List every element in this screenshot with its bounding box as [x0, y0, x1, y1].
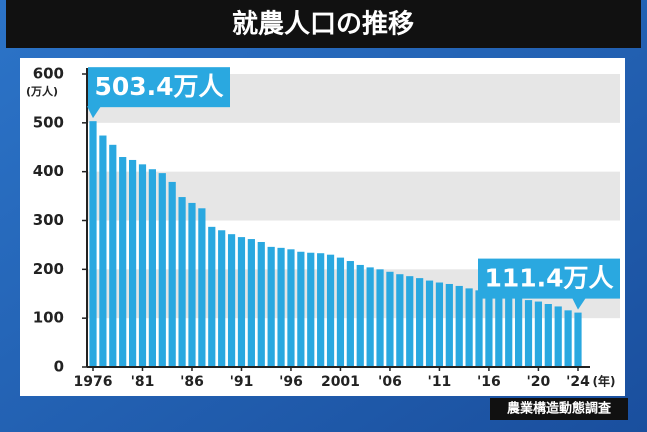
grid-band	[87, 171, 620, 221]
bar	[267, 246, 275, 367]
x-tick-label: '91	[230, 374, 254, 390]
bar	[356, 264, 364, 367]
bar	[386, 271, 394, 367]
bar	[237, 237, 246, 367]
bar	[554, 306, 562, 367]
bar	[227, 234, 236, 367]
bar	[287, 249, 295, 367]
source-box	[490, 398, 628, 420]
y-tick-label: 200	[33, 260, 64, 278]
bar	[524, 300, 533, 367]
bar	[138, 164, 147, 367]
y-tick-label: 100	[33, 309, 64, 327]
bar	[109, 144, 117, 367]
bar	[366, 267, 374, 367]
bar	[396, 274, 404, 367]
callout-box	[478, 258, 620, 299]
bar	[564, 310, 572, 367]
bar	[297, 251, 305, 367]
bar	[336, 257, 345, 367]
bar	[435, 282, 444, 367]
y-tick-label: 300	[33, 211, 64, 229]
bar	[257, 241, 265, 367]
bar	[208, 226, 216, 367]
bar	[218, 230, 226, 367]
bar	[346, 261, 354, 367]
callout-pointer	[572, 297, 586, 310]
y-tick-label: 600	[33, 65, 64, 83]
x-tick-label: '81	[131, 374, 155, 390]
bar	[406, 276, 414, 367]
callout-box	[88, 67, 230, 108]
bar	[119, 157, 127, 367]
x-tick-label: '11	[428, 374, 452, 390]
bar	[168, 181, 176, 367]
y-tick-label: 0	[54, 358, 64, 376]
bar	[574, 312, 582, 367]
bar	[465, 288, 473, 367]
x-tick-label: '16	[477, 374, 501, 390]
callout-pointer	[87, 106, 101, 119]
x-tick-label: '86	[180, 374, 204, 390]
bar	[534, 301, 543, 367]
x-tick-label: '06	[378, 374, 402, 390]
x-tick-label: '20	[527, 374, 551, 390]
bar	[455, 285, 463, 367]
value-label: 503.4万人	[94, 72, 223, 101]
bar	[485, 292, 493, 367]
bar	[198, 208, 206, 367]
bar	[307, 252, 315, 367]
bar	[158, 173, 166, 367]
bar	[515, 298, 523, 367]
bar	[99, 135, 107, 367]
bar	[416, 278, 424, 367]
x-unit-label: (年)	[593, 374, 616, 389]
bar	[326, 254, 335, 367]
bar	[247, 239, 255, 367]
source: 農業構造動態調査	[507, 401, 612, 417]
bar	[317, 253, 325, 367]
x-tick-label: 2001	[321, 374, 360, 390]
y-tick-label: 400	[33, 162, 64, 180]
bar	[128, 159, 137, 367]
bar	[425, 280, 434, 367]
bar	[495, 294, 503, 367]
bar	[445, 283, 453, 367]
bar	[188, 202, 196, 367]
y-unit-label: (万人)	[26, 84, 58, 98]
x-tick-label: '96	[279, 374, 303, 390]
bar	[89, 121, 97, 367]
bar	[376, 269, 384, 367]
bar	[544, 304, 552, 367]
y-tick-label: 500	[33, 113, 64, 131]
x-tick-label: 1976	[74, 374, 113, 390]
bar	[475, 290, 483, 367]
bar	[277, 247, 285, 367]
title-banner	[6, 0, 641, 48]
value-label: 111.4万人	[484, 264, 613, 293]
bar	[505, 296, 513, 367]
chart-title: 就農人口の推移	[232, 10, 414, 40]
bar	[148, 169, 156, 367]
bar	[178, 197, 186, 367]
x-tick-label: '24	[566, 374, 590, 390]
